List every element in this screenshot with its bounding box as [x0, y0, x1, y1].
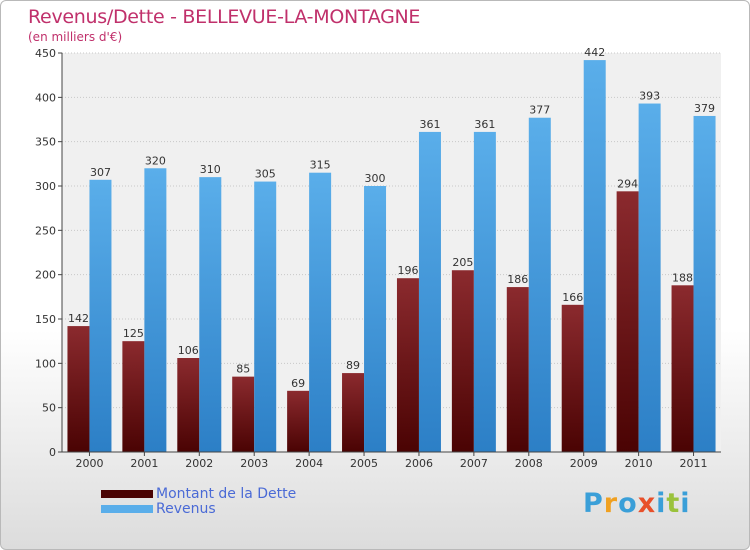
grid-lines	[62, 52, 721, 453]
bar-revenus	[638, 103, 661, 452]
x-tick-label: 2008	[515, 457, 543, 470]
bar-dette	[177, 358, 200, 452]
x-tick-label: 2009	[570, 457, 598, 470]
bar-revenus	[528, 117, 551, 452]
data-label-dette: 142	[68, 312, 89, 325]
bar-dette	[506, 287, 529, 452]
x-tick-label: 2003	[240, 457, 268, 470]
bar-dette	[67, 326, 90, 452]
data-label-revenus: 305	[255, 168, 276, 181]
legend-swatch-dette	[101, 490, 153, 498]
bar-dette	[287, 390, 310, 452]
data-label-revenus: 377	[529, 104, 550, 117]
x-tick-label: 2007	[460, 457, 488, 470]
x-tick-label: 2011	[680, 457, 708, 470]
bar-dette	[342, 373, 365, 452]
x-tick-label: 2000	[75, 457, 103, 470]
chart-title: Revenus/Dette - BELLEVUE-LA-MONTAGNE	[28, 6, 421, 28]
data-label-revenus: 310	[200, 163, 221, 176]
data-label-dette: 85	[236, 363, 250, 376]
x-tick-label: 2010	[625, 457, 653, 470]
x-tick-label: 2001	[130, 457, 158, 470]
bar-dette	[671, 285, 694, 452]
x-tick-label: 2005	[350, 457, 378, 470]
data-label-dette: 125	[123, 327, 144, 340]
data-label-dette: 205	[452, 256, 473, 269]
bar-dette	[122, 341, 145, 452]
bar-dette	[561, 304, 584, 452]
data-label-revenus: 361	[419, 118, 440, 131]
logo-letter: i	[656, 488, 667, 519]
bar-revenus	[473, 131, 496, 452]
plot-background	[62, 53, 721, 452]
data-label-revenus: 379	[694, 102, 715, 115]
data-label-dette: 188	[672, 271, 693, 284]
bar-dette	[396, 278, 419, 452]
legend-label-revenus: Revenus	[156, 501, 216, 517]
y-tick-label: 350	[35, 136, 56, 149]
data-label-revenus: 393	[639, 90, 660, 103]
logo-letter: o	[618, 488, 638, 519]
chart-subtitle: (en milliers d'€)	[28, 30, 123, 44]
bar-dette	[616, 191, 639, 452]
logo-letter: P	[583, 488, 604, 519]
data-label-dette: 106	[178, 344, 199, 357]
data-label-revenus: 442	[584, 46, 605, 59]
y-tick-label: 400	[35, 91, 56, 104]
data-label-dette: 294	[617, 177, 638, 190]
x-tick-label: 2006	[405, 457, 433, 470]
y-tick-label: 100	[35, 357, 56, 370]
legend-swatch-revenus	[101, 505, 153, 513]
bar-revenus	[583, 60, 606, 453]
proxiti-logo: Proxiti	[583, 488, 691, 519]
y-tick-label: 250	[35, 224, 56, 237]
data-label-dette: 69	[291, 377, 305, 390]
logo-letter: t	[666, 488, 681, 519]
logo-letter: i	[680, 488, 691, 519]
y-tick-label: 0	[49, 446, 56, 459]
data-label-dette: 166	[562, 291, 583, 304]
x-tick-label: 2002	[185, 457, 213, 470]
y-tick-label: 200	[35, 269, 56, 282]
bar-revenus	[89, 179, 112, 452]
x-tick-label: 2004	[295, 457, 323, 470]
data-label-dette: 186	[507, 273, 528, 286]
data-label-revenus: 300	[365, 172, 386, 185]
bar-revenus	[693, 115, 716, 452]
y-tick-label: 150	[35, 313, 56, 326]
data-label-revenus: 320	[145, 154, 166, 167]
data-label-revenus: 361	[474, 118, 495, 131]
logo-letter: x	[637, 488, 657, 519]
data-label-dette: 89	[346, 359, 360, 372]
data-label-dette: 196	[397, 264, 418, 277]
logo-letter: r	[603, 488, 619, 519]
bar-revenus	[144, 168, 167, 452]
bar-revenus	[364, 186, 387, 452]
bars: 142 307 125 320 106 310 85 305 69 315 89 300 196 361 2…	[67, 46, 716, 453]
bar-dette	[232, 376, 255, 452]
data-label-revenus: 315	[310, 159, 331, 172]
bar-dette	[451, 270, 474, 452]
y-tick-label: 450	[35, 47, 56, 60]
bar-revenus	[254, 181, 277, 453]
data-label-revenus: 307	[90, 166, 111, 179]
axes: 0 50 100 150 200 250 300 350 400 450 2000 2001 2002 2…	[35, 47, 721, 470]
bar-revenus	[199, 177, 222, 452]
y-tick-label: 50	[42, 402, 56, 415]
bar-revenus	[418, 131, 441, 452]
legend-label-dette: Montant de la Dette	[156, 486, 297, 502]
y-tick-label: 300	[35, 180, 56, 193]
bar-revenus	[309, 172, 332, 452]
